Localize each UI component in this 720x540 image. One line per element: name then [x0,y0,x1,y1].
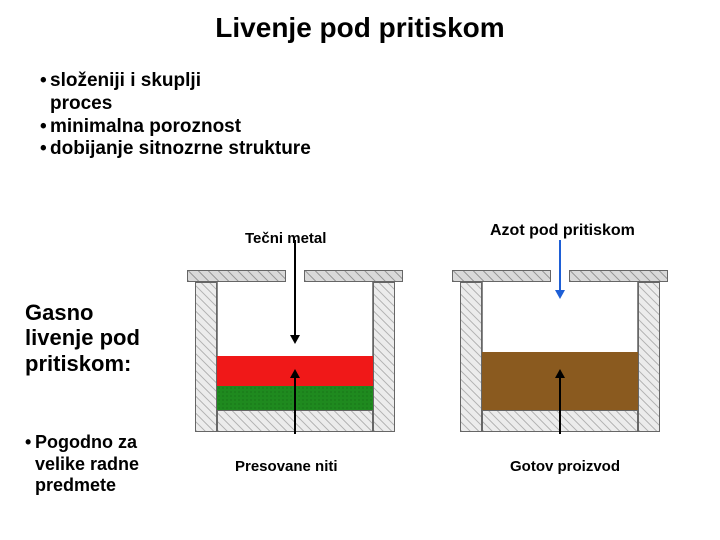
note-line3: predmete [35,475,116,497]
note-line1: Pogodno za [35,432,137,454]
mold-wall-left [195,282,217,432]
subtitle-line2: livenje pod [25,325,140,350]
arrow-pressed-fibers [290,369,300,434]
page-title: Livenje pod pritiskom [0,12,720,44]
mold-lid-right [569,270,668,282]
bullet-2: minimalna poroznost [50,116,241,139]
subtitle: Gasno livenje pod pritiskom: [25,300,140,376]
mold-lid-left [452,270,551,282]
bullet-1b: proces [50,93,112,116]
arrow-product [555,369,565,434]
note-line2: velike radne [35,454,139,476]
arrow-liquid-metal [290,240,300,344]
label-left-bot: Presovane niti [235,458,338,475]
arrow-nitrogen [555,240,565,299]
bullet-1: složeniji i skuplji [50,70,201,93]
bullet-list: •složeniji i skuplji proces •minimalna p… [40,70,311,161]
mold-lid-left [187,270,286,282]
mold-wall-left [460,282,482,432]
mold-lid-right [304,270,403,282]
note: •Pogodno za velike radne predmete [25,432,139,497]
bullet-3: dobijanje sitnozrne strukture [50,138,311,161]
subtitle-line1: Gasno [25,300,140,325]
diagram-right [460,282,660,432]
label-left-top: Tečni metal [245,230,326,247]
label-right-bot: Gotov proizvod [510,458,620,475]
subtitle-line3: pritiskom: [25,351,140,376]
mold-wall-right [373,282,395,432]
diagram-left [195,282,395,432]
mold-wall-right [638,282,660,432]
label-right-top: Azot pod pritiskom [490,222,635,240]
